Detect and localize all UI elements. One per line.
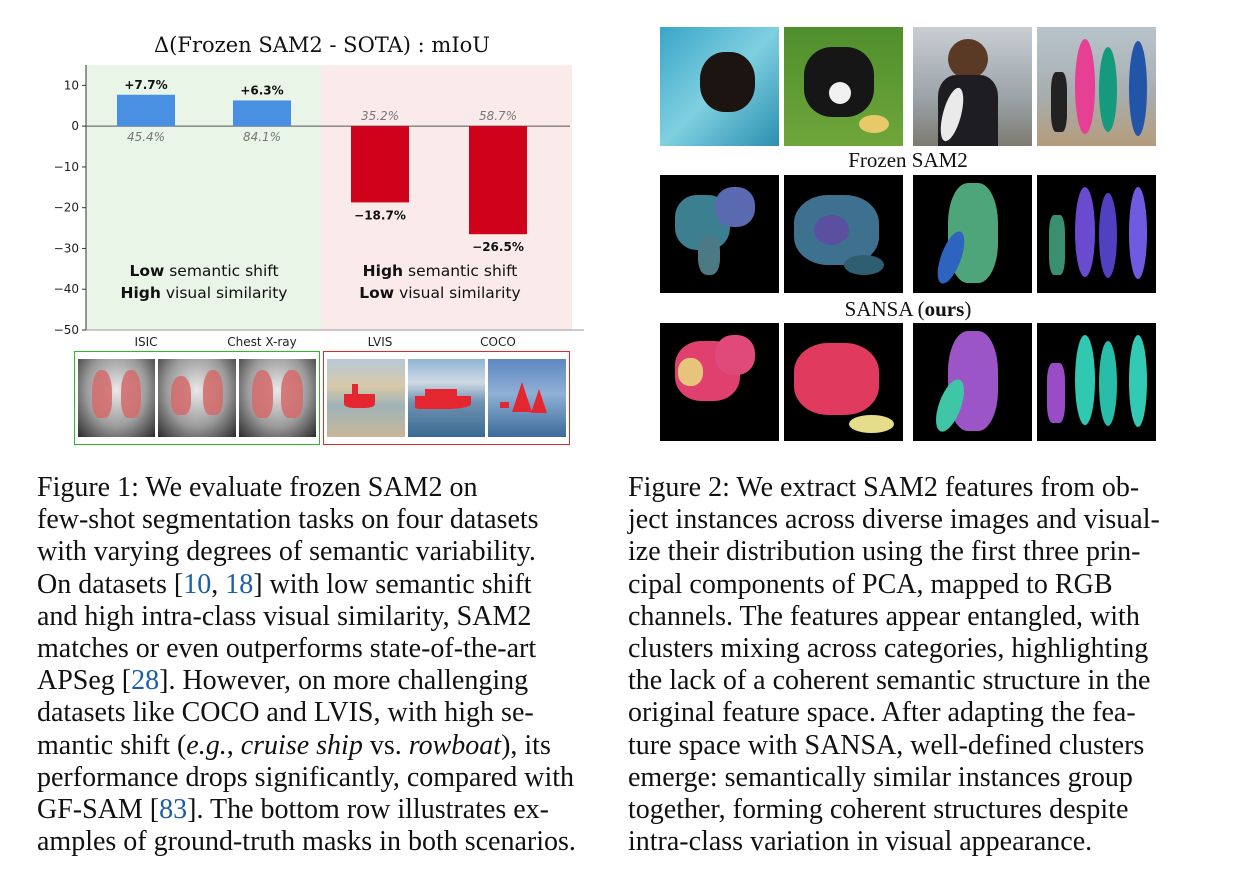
frozen-feature-map-surfboards [1037, 175, 1156, 293]
surfboards-beach-photo [1037, 27, 1156, 146]
figure2-caption: Figure 2: We extract SAM2 features from … [628, 472, 1187, 858]
region-annotation-rest: visual similarity [161, 284, 288, 302]
citation-link[interactable]: 83 [159, 794, 188, 826]
caption-line: cipal components of PCA, mapped to RGB [628, 568, 1113, 600]
caption-line: ject instances across diverse images and… [628, 504, 1160, 536]
caption-line: original feature space. After adapting t… [628, 697, 1136, 729]
bar-value-label: +6.3% [240, 83, 283, 97]
region-annotation: High visual similarity [121, 284, 288, 302]
baseline-value-label: 35.2% [361, 109, 399, 123]
surfer-woman-photo [913, 27, 1032, 146]
region-annotation-rest: visual similarity [394, 284, 521, 302]
bar-isic [117, 94, 175, 127]
chart-title: Δ(Frozen SAM2 - SOTA) : mIoU [154, 33, 490, 57]
x-axis: ISIC Chest X-ray LVIS COCO [134, 335, 515, 349]
caption-line: GF-SAM [83]. The bottom row illustrates … [37, 794, 549, 826]
caption-line: ize their distribution using the first t… [628, 536, 1141, 568]
sansa-feature-map-dog-swimming [660, 323, 779, 441]
region-annotation: High semantic shift [363, 262, 518, 280]
low-shift-examples [74, 351, 320, 445]
caption-line: APSeg [28]. However, on more challenging [37, 665, 529, 697]
figure1-caption: Figure 1: We evaluate frozen SAM2 on few… [37, 472, 594, 858]
dog-swimming-photo [660, 27, 779, 146]
bar-value-label: −18.7% [354, 208, 406, 222]
sansa-ours-label: SANSA (ours) [844, 297, 972, 321]
region-annotation-rest: semantic shift [403, 262, 517, 280]
bar-lvis [351, 126, 409, 203]
y-tick-label: −20 [54, 201, 79, 215]
caption-line: intra-class variation in visual appearan… [628, 826, 1093, 858]
x-category-label: ISIC [134, 335, 157, 349]
citation-link[interactable]: 18 [225, 568, 254, 600]
boat-example-image [327, 359, 405, 437]
baseline-value-label: 45.4% [127, 130, 165, 144]
y-axis: 10 0 −10 −20 −30 −40 −50 [54, 65, 584, 337]
caption-line: Figure 2: We extract SAM2 features from … [628, 472, 1140, 503]
caption-line: matches or even outperforms state-of-the… [37, 633, 537, 665]
region-annotation-bold: Low [359, 284, 394, 302]
bars-group: +7.7% 45.4% +6.3% 84.1% −18.7% 35.2% −26.5% 58.… [117, 78, 527, 254]
caption-line: together, forming coherent structures de… [628, 794, 1129, 826]
bar-chest-x-ray [233, 100, 291, 127]
sailboat-example-image [488, 359, 567, 437]
figure1-bar-chart: Δ(Frozen SAM2 - SOTA) : mIoU 10 0 −10 −20 −3… [54, 33, 584, 349]
citation-link[interactable]: 28 [131, 665, 160, 697]
sansa-feature-map-dog-grass [784, 323, 903, 441]
y-tick-label: 0 [71, 119, 79, 133]
caption-line: performance drops significantly, compare… [37, 761, 575, 793]
y-tick-label: −50 [54, 323, 79, 337]
caption-line: the lack of a coherent semantic structur… [628, 665, 1151, 697]
region-annotation-rest: semantic shift [164, 262, 278, 280]
frozen-feature-map-surfer [913, 175, 1032, 293]
x-category-label: Chest X-ray [227, 335, 296, 349]
region-annotation-bold: Low [129, 262, 164, 280]
baseline-value-label: 84.1% [243, 130, 281, 144]
caption-line: clusters mixing across categories, highl… [628, 633, 1149, 665]
y-tick-label: −30 [54, 241, 79, 255]
x-category-label: COCO [480, 335, 516, 349]
y-tick-label: −40 [54, 282, 79, 296]
frozen-feature-map-dog-grass [784, 175, 903, 293]
caption-line: On datasets [10, 18] with low semantic s… [37, 568, 532, 600]
caption-line: amples of ground-truth masks in both sce… [37, 826, 576, 858]
bar-value-label: +7.7% [124, 78, 167, 92]
bar-coco [469, 126, 527, 235]
region-annotation-bold: High [363, 262, 403, 280]
chest-xray-example-image [78, 359, 156, 437]
frozen-feature-map-dog-swimming [660, 175, 779, 293]
x-category-label: LVIS [368, 335, 393, 349]
caption-line: emerge: semantically similar instances g… [628, 761, 1133, 793]
bar-value-label: −26.5% [472, 240, 524, 254]
caption-line: mantic shift (e.g., cruise ship vs. rowb… [37, 729, 551, 761]
frozen-sam2-label: Frozen SAM2 [848, 148, 968, 172]
sansa-feature-map-surfer [913, 323, 1032, 441]
y-tick-label: −10 [54, 160, 79, 174]
caption-line: Figure 1: We evaluate frozen SAM2 on [37, 472, 478, 503]
high-shift-examples [323, 351, 570, 445]
region-annotation: Low semantic shift [129, 262, 278, 280]
chest-xray-example-image [158, 359, 236, 437]
cruise-ship-example-image [407, 359, 486, 437]
caption-line: channels. The features appear entangled,… [628, 600, 1140, 632]
region-annotation-bold: High [121, 284, 161, 302]
y-tick-label: 10 [64, 78, 79, 92]
region-annotation: Low visual similarity [359, 284, 520, 302]
citation-link[interactable]: 10 [183, 568, 212, 600]
caption-line: datasets like COCO and LVIS, with high s… [37, 697, 534, 729]
caption-line: with varying degrees of semantic variabi… [37, 536, 536, 568]
caption-line: ture space with SANSA, well-defined clus… [628, 729, 1145, 761]
baseline-value-label: 58.7% [479, 109, 517, 123]
dog-on-grass-photo [784, 27, 903, 146]
chest-xray-example-image [238, 359, 316, 437]
caption-line: few-shot segmentation tasks on four data… [37, 504, 539, 536]
caption-line: and high intra-class visual similarity, … [37, 600, 532, 632]
sansa-feature-map-surfboards [1037, 323, 1156, 441]
